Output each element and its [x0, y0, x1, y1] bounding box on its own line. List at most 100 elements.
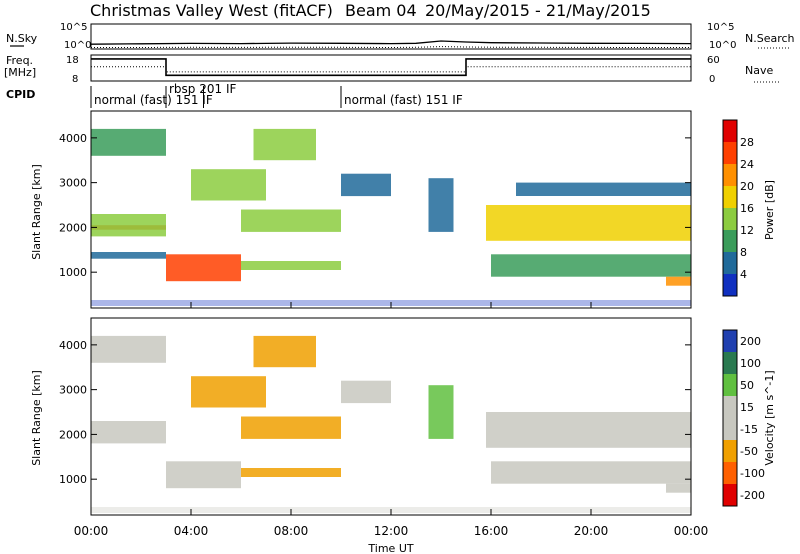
xtick-label: 20:00: [574, 524, 609, 538]
freq-right-tick-top: 60: [707, 55, 720, 66]
velocity-ytick-label: 3000: [59, 384, 87, 397]
xtick-label: 12:00: [374, 524, 409, 538]
freq-left-tick-bottom: 8: [72, 74, 78, 85]
velocity-scatter-band: [166, 461, 241, 489]
power-colorbar-cell: [723, 274, 737, 296]
power-scatter-band: [241, 261, 341, 270]
velocity-scatter-band: [341, 380, 391, 404]
velocity-ytick-label: 1000: [59, 473, 87, 486]
velocity-colorbar-cell: [723, 396, 737, 418]
power-colorbar-tick: 8: [740, 246, 747, 259]
velocity-colorbar-cell: [723, 462, 737, 484]
power-scatter-band: [241, 209, 341, 232]
velocity-colorbar-tick: -15: [740, 423, 758, 436]
noise-left-tick-top: 10^5: [60, 22, 87, 33]
power-colorbar-cell: [723, 120, 737, 142]
freq-unit-label: [MHz]: [4, 66, 36, 79]
xtick-label: 00:00: [74, 524, 109, 538]
velocity-scatter-band: [191, 376, 266, 408]
velocity-colorbar-tick: 200: [740, 335, 761, 348]
freq-label: Freq.: [6, 54, 33, 67]
velocity-ytick-label: 2000: [59, 428, 87, 441]
power-ytick-label: 3000: [59, 177, 87, 190]
power-ytick-label: 4000: [59, 132, 87, 145]
velocity-colorbar-tick: -100: [740, 467, 765, 480]
velocity-colorbar-frame: [722, 329, 738, 507]
power-colorbar-tick: 24: [740, 158, 754, 171]
freq-right-tick-bottom: 0: [709, 74, 715, 85]
power-scatter-band: [486, 205, 691, 241]
velocity-colorbar-tick: 50: [740, 379, 754, 392]
nave-line: [91, 66, 691, 73]
cpid-label: CPID: [6, 88, 35, 101]
cpid-segment-label: normal (fast) 151 IF: [344, 93, 463, 107]
date-range: 20/May/2015 - 21/May/2015: [425, 1, 651, 20]
velocity-scatter-band: [491, 461, 691, 484]
power-colorbar-tick: 16: [740, 202, 754, 215]
power-colorbar-cell: [723, 230, 737, 252]
noise-right-tick-bottom: 10^0: [709, 40, 736, 51]
freq-left-tick-top: 18: [66, 55, 79, 66]
velocity-scatter-band: [666, 483, 691, 493]
n-search-label: N.Search: [745, 32, 795, 45]
noise-right-tick-top: 10^5: [707, 22, 734, 33]
nave-label: Nave: [745, 64, 773, 77]
power-colorbar-cell: [723, 252, 737, 274]
power-colorbar-frame: [722, 119, 738, 297]
velocity-colorbar-tick: -200: [740, 489, 765, 502]
power-colorbar-cell: [723, 164, 737, 186]
velocity-colorbar-cell: [723, 484, 737, 506]
xtick-label: 00:00: [674, 524, 709, 538]
n-search-line: [91, 46, 691, 49]
x-axis-label: Time UT: [367, 542, 413, 554]
cpid-segment-label: normal (fast) 151 IF: [94, 93, 213, 107]
velocity-scatter-band: [241, 416, 341, 439]
power-colorbar-tick: 28: [740, 136, 754, 149]
velocity-ytick-label: 4000: [59, 339, 87, 352]
velocity-colorbar-cell: [723, 418, 737, 440]
n-sky-label: N.Sky: [6, 32, 38, 45]
power-scatter-band: [666, 276, 691, 286]
velocity-scatter-band: [91, 335, 166, 363]
velocity-colorbar-cell: [723, 440, 737, 462]
velocity-colorbar-cell: [723, 374, 737, 396]
power-colorbar-cell: [723, 186, 737, 208]
power-scatter-band: [428, 178, 454, 232]
power-scatter-band: [91, 214, 166, 237]
beam-label: Beam 04: [345, 1, 417, 20]
power-colorbar-tick: 12: [740, 224, 754, 237]
frequency-panel-frame: [90, 54, 692, 82]
power-colorbar-tick: 20: [740, 180, 754, 193]
velocity-scatter-band: [91, 421, 166, 444]
power-colorbar-tick: 4: [740, 268, 747, 281]
noise-left-tick-bottom: 10^0: [64, 40, 91, 51]
velocity-colorbar-label: Velocity [m s^-1]: [763, 370, 776, 465]
velocity-scatter-band: [428, 385, 454, 439]
velocity-colorbar-cell: [723, 352, 737, 374]
power-scatter-band: [341, 173, 391, 197]
power-colorbar-label: Power [dB]: [763, 180, 776, 240]
power-scatter-band: [166, 254, 241, 282]
power-scatter-band: [253, 128, 316, 161]
cpid-segment-label: rbsp 201 IF: [169, 82, 236, 96]
power-colorbar-cell: [723, 142, 737, 164]
velocity-colorbar-tick: 15: [740, 401, 754, 414]
velocity-y-axis-label: Slant Range [km]: [30, 370, 43, 466]
velocity-scatter-band: [241, 468, 341, 477]
velocity-scatter-band: [486, 412, 691, 448]
power-ytick-label: 2000: [59, 221, 87, 234]
power-scatter-band: [191, 169, 266, 201]
velocity-colorbar-tick: 100: [740, 357, 761, 370]
n-sky-line: [90, 40, 692, 45]
power-y-axis-label: Slant Range [km]: [30, 164, 43, 260]
velocity-scatter-band: [253, 335, 316, 368]
velocity-colorbar-tick: -50: [740, 445, 758, 458]
velocity-colorbar-cell: [723, 330, 737, 352]
power-scatter-band: [491, 254, 691, 277]
power-scatter-band: [91, 252, 166, 259]
xtick-label: 04:00: [174, 524, 209, 538]
power-colorbar-cell: [723, 208, 737, 230]
noise-panel-frame: [90, 23, 692, 50]
frequency-line: [91, 58, 691, 77]
